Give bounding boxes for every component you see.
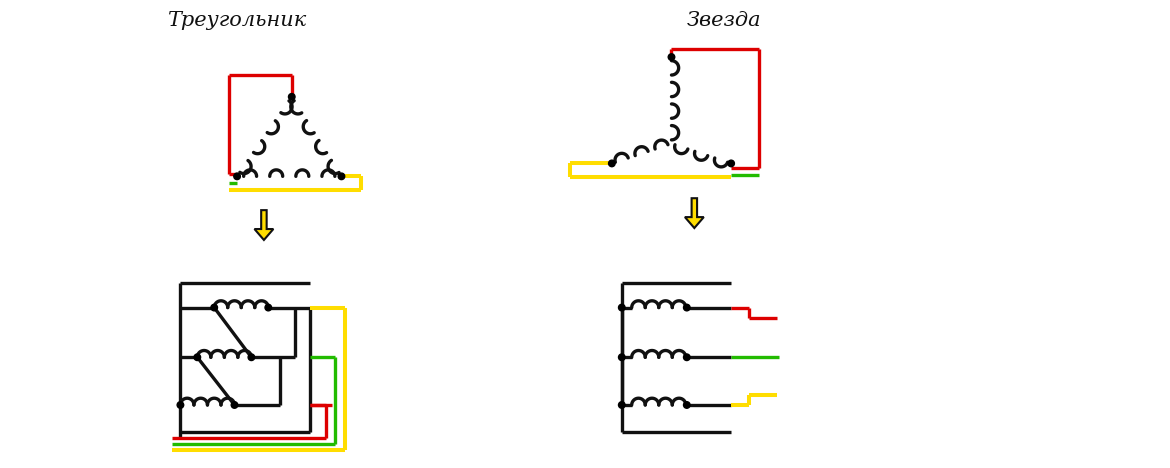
Circle shape xyxy=(619,304,625,311)
Circle shape xyxy=(619,354,625,360)
Circle shape xyxy=(194,354,200,360)
Circle shape xyxy=(619,402,625,408)
Circle shape xyxy=(683,402,690,408)
Circle shape xyxy=(668,54,675,60)
Circle shape xyxy=(266,304,271,311)
Circle shape xyxy=(211,304,218,311)
Circle shape xyxy=(234,173,240,180)
Circle shape xyxy=(608,160,615,167)
Circle shape xyxy=(248,354,255,360)
Text: Треугольник: Треугольник xyxy=(167,11,307,30)
Circle shape xyxy=(289,94,295,100)
FancyArrow shape xyxy=(684,198,704,228)
Circle shape xyxy=(338,173,345,180)
Text: Звезда: Звезда xyxy=(687,11,762,30)
Circle shape xyxy=(728,160,735,167)
Circle shape xyxy=(683,304,690,311)
Circle shape xyxy=(232,402,238,408)
Circle shape xyxy=(177,402,184,408)
FancyArrow shape xyxy=(254,210,274,240)
Circle shape xyxy=(683,354,690,360)
